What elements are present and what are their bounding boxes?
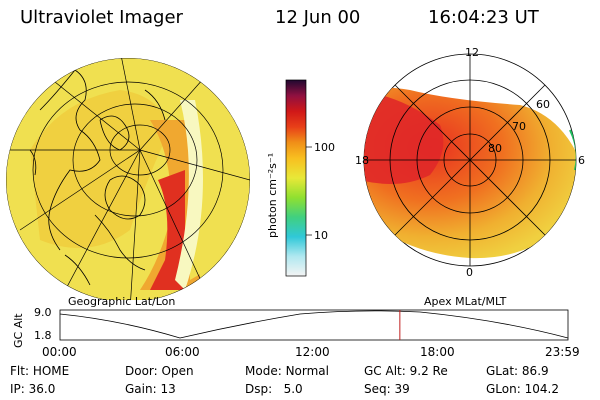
apex-mlt-6: 6 (578, 154, 585, 167)
timeline-ytick-low: 1.8 (34, 329, 52, 342)
apex-image (363, 53, 577, 267)
timeline-ylabel: GC Alt (12, 313, 25, 348)
timeline-xtick-3: 18:00 (420, 345, 455, 359)
timeline-xtick-4: 23:59 (545, 345, 580, 359)
status-dsp: Dsp: 5.0 (245, 382, 303, 396)
apex-mlt-0: 0 (466, 266, 473, 279)
time-label: 16:04:23 UT (428, 7, 539, 28)
timeline-xtick-1: 06:00 (165, 345, 200, 359)
timeline-ytick-high: 9.0 (34, 306, 52, 319)
timeline-xtick-2: 12:00 (295, 345, 330, 359)
status-glon: GLon: 104.2 (486, 382, 559, 396)
apex-lat-80: 80 (488, 142, 502, 155)
date-label: 12 Jun 00 (275, 7, 361, 28)
status-seq: Seq: 39 (364, 382, 410, 396)
colorbar (285, 79, 307, 277)
status-gain: Gain: 13 (125, 382, 176, 396)
orbit-timeline (59, 309, 569, 341)
apex-caption: Apex MLat/MLT (424, 295, 507, 308)
apex-lat-60: 60 (536, 98, 550, 111)
status-ip: IP: 36.0 (10, 382, 56, 396)
geo-image (6, 58, 250, 300)
geo-caption: Geographic Lat/Lon (68, 295, 176, 308)
apex-mlt-18: 18 (355, 154, 369, 167)
colorbar-tick-100: 100 (314, 141, 335, 154)
colorbar-tick-10: 10 (314, 229, 328, 242)
status-door: Door: Open (125, 364, 194, 378)
instrument-title: Ultraviolet Imager (20, 7, 183, 28)
apex-mlt-12: 12 (465, 46, 479, 59)
status-mode: Mode: Normal (245, 364, 329, 378)
timeline-xtick-0: 00:00 (42, 345, 77, 359)
status-flt: Flt: HOME (10, 364, 70, 378)
status-glat: GLat: 86.9 (486, 364, 549, 378)
apex-lat-70: 70 (512, 120, 526, 133)
imagery-panels (6, 53, 577, 300)
status-gc-alt: GC Alt: 9.2 Re (364, 364, 448, 378)
colorbar-unit-label: photon cm⁻²s⁻¹ (266, 152, 279, 238)
